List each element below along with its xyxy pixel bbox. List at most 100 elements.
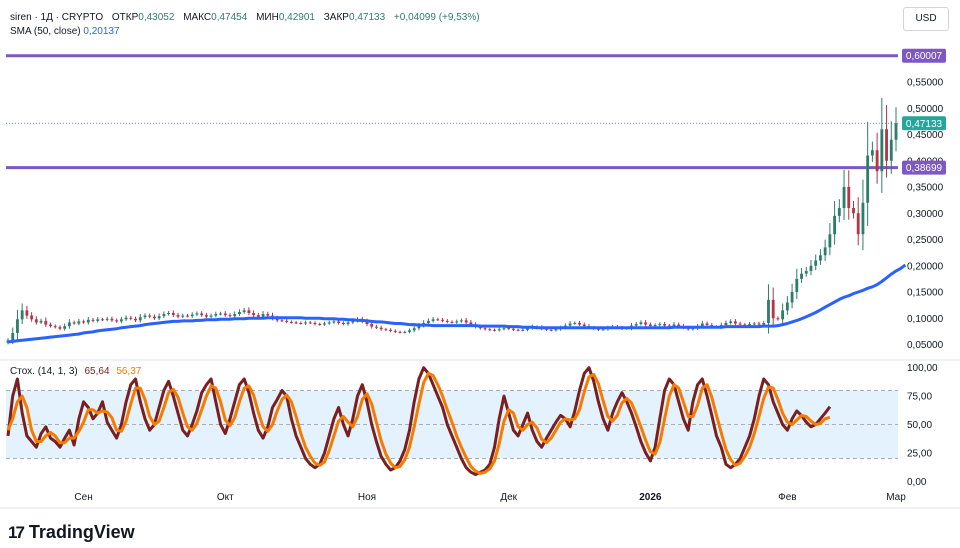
- candle-body: [677, 324, 681, 327]
- candle-body: [460, 320, 463, 322]
- candle-body: [327, 322, 331, 324]
- candle-body: [25, 310, 29, 316]
- candle-body: [86, 319, 90, 323]
- symbol-header: siren · 1Д · CRYPTO ОТКР0,43052 МАКС0,47…: [10, 11, 486, 25]
- candle-body: [39, 320, 43, 323]
- candle-body: [776, 318, 780, 320]
- candle-body: [153, 316, 156, 319]
- candle-body: [597, 328, 600, 330]
- symbol-title[interactable]: siren · 1Д · CRYPTO: [10, 12, 104, 23]
- candle-body: [228, 315, 232, 317]
- candle-body: [483, 328, 487, 330]
- candle-body: [280, 320, 284, 322]
- candle-body: [578, 322, 581, 325]
- candle-body: [889, 139, 893, 161]
- candle-body: [691, 328, 695, 330]
- candle-body: [204, 315, 208, 317]
- candle-body: [785, 302, 789, 311]
- tradingview-logo-icon: 17: [8, 522, 25, 542]
- candle-body: [49, 324, 52, 327]
- candle-body: [870, 150, 874, 156]
- candle-body: [511, 328, 515, 330]
- candle-body: [493, 329, 496, 331]
- candle-body: [469, 322, 473, 325]
- candle-body: [181, 315, 185, 317]
- candle-body: [58, 327, 62, 329]
- candle-body: [115, 320, 119, 322]
- candle-body: [672, 324, 676, 327]
- candle-body: [393, 330, 397, 332]
- candle-body: [148, 315, 152, 317]
- stoch-tick-label: 100,00: [907, 363, 938, 374]
- candle-body: [431, 319, 435, 321]
- sma-legend[interactable]: SMA (50, close) 0,20137: [10, 25, 120, 39]
- candle-body: [412, 328, 416, 331]
- candle-body: [379, 327, 383, 330]
- candle-body: [247, 310, 251, 313]
- brand-name: TradingView: [28, 522, 135, 542]
- candle-body: [752, 323, 756, 325]
- candle-body: [209, 315, 213, 317]
- candle-body: [426, 320, 430, 323]
- candle-body: [639, 322, 643, 325]
- candle-body: [375, 326, 378, 328]
- price-tick-label: 0,30000: [907, 209, 944, 220]
- stoch-k-line: [6, 366, 832, 476]
- price-tick-label: 0,10000: [907, 314, 944, 325]
- candle-body: [847, 187, 851, 208]
- candle-body: [219, 313, 222, 315]
- candle-body: [96, 319, 100, 321]
- candle-body: [242, 310, 246, 312]
- candle-body: [634, 324, 638, 326]
- candle-body: [313, 322, 317, 325]
- candle-body: [162, 314, 166, 317]
- ohlc-open: ОТКР0,43052: [111, 12, 175, 23]
- candle-body: [129, 317, 133, 319]
- candle-body: [417, 325, 421, 329]
- candle-body: [450, 321, 454, 323]
- candle-body: [214, 314, 218, 316]
- candle-body: [823, 247, 827, 256]
- currency-button[interactable]: USD: [903, 7, 949, 31]
- candle-body: [304, 322, 307, 324]
- candle-body: [20, 310, 24, 320]
- candle-body: [568, 323, 572, 326]
- candle-body: [384, 329, 388, 331]
- candle-body: [455, 321, 459, 323]
- candle-body: [72, 322, 76, 324]
- candle-body: [653, 325, 657, 327]
- candle-body: [852, 208, 855, 214]
- candle-body: [795, 278, 799, 292]
- candle-body: [176, 315, 180, 317]
- tradingview-logo[interactable]: 17 TradingView: [8, 522, 135, 543]
- time-tick-label: Дек: [500, 492, 517, 503]
- candle-body: [138, 317, 142, 321]
- candle-body: [346, 322, 350, 325]
- candle-body: [875, 150, 879, 172]
- candle-body: [323, 323, 326, 325]
- candle-body: [516, 329, 520, 331]
- candle-body: [804, 271, 808, 274]
- stoch-legend[interactable]: Стох. (14, 1, 3) 65,64 56,37: [10, 365, 141, 379]
- candle-body: [124, 317, 128, 320]
- candle-body: [663, 324, 666, 326]
- candle-body: [549, 329, 553, 331]
- candle-body: [497, 329, 501, 331]
- price-tick-label: 0,15000: [907, 288, 944, 299]
- candle-body: [790, 292, 794, 303]
- candle-body: [833, 215, 837, 235]
- candle-body: [119, 319, 123, 322]
- candle-body: [34, 319, 38, 323]
- candle-body: [63, 326, 67, 329]
- sma-value: 0,20137: [83, 26, 120, 37]
- candle-body: [601, 329, 605, 331]
- candle-body: [705, 323, 709, 326]
- candle-body: [308, 322, 312, 324]
- ohlc-high: МАКС0,47454: [183, 12, 248, 23]
- candle-body: [658, 324, 662, 326]
- candle-body: [757, 323, 761, 325]
- candle-body: [545, 328, 548, 330]
- candle-body: [110, 318, 114, 321]
- candle-body: [809, 265, 813, 271]
